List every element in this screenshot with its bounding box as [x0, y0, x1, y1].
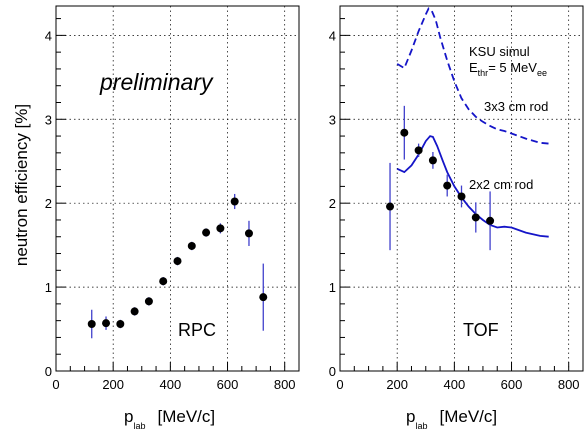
rpc-y-tick-label: 0: [45, 364, 52, 379]
tof-marker: [486, 216, 495, 225]
tof-data-point: [471, 202, 480, 233]
tof-x-tick-label: 800: [558, 377, 580, 392]
threshold-sub2: ee: [537, 68, 547, 78]
rpc-data-point: [116, 319, 125, 329]
tof-marker: [386, 202, 395, 211]
rpc-panel: 0 200 400 600 800 0 1 2 3 4 preliminary RPC plab […: [45, 5, 300, 431]
tof-panel-label: TOF: [463, 320, 499, 340]
rpc-x-tick-label: 600: [217, 377, 239, 392]
rpc-marker: [259, 293, 268, 302]
tof-data-point: [428, 152, 437, 169]
rpc-y-tick-label: 2: [45, 196, 52, 211]
tof-xlabel-sub: lab: [415, 421, 427, 431]
rpc-ticks: [55, 18, 300, 372]
tof-marker: [457, 192, 466, 201]
threshold-main: E: [469, 60, 478, 75]
rpc-data-point: [202, 228, 211, 237]
tof-x-tick-label: 400: [444, 377, 466, 392]
rpc-marker: [216, 224, 225, 233]
tof-x-tick-label: 0: [336, 377, 343, 392]
rpc-x-tick-label: 400: [160, 377, 182, 392]
tof-data-point: [400, 105, 409, 160]
tof-data-points: [386, 105, 495, 251]
sim-curve-3x3: [396, 7, 549, 145]
rod-3x3-label: 3x3 cm rod: [484, 99, 548, 114]
tof-x-axis-title: plab [MeV/c]: [406, 407, 497, 431]
tof-y-tick-label: 3: [329, 112, 336, 127]
threshold-sub: thr: [478, 68, 489, 78]
rpc-data-point: [230, 193, 239, 210]
tof-y-tick-label: 0: [329, 364, 336, 379]
rpc-marker: [87, 320, 96, 329]
rpc-x-tick-label: 800: [274, 377, 296, 392]
rpc-x-tick-label: 200: [102, 377, 124, 392]
tof-y-tick-label: 4: [329, 28, 336, 43]
rpc-marker: [187, 241, 196, 250]
tof-simulation-curves: [396, 7, 549, 238]
rpc-marker: [173, 257, 182, 266]
rpc-y-tick-label: 4: [45, 28, 52, 43]
rpc-xlabel-main: p: [124, 407, 133, 426]
rod-2x2-label: 2x2 cm rod: [469, 177, 533, 192]
rpc-data-point: [159, 277, 168, 286]
sim-curve-2x2: [396, 135, 549, 238]
rpc-data-points: [87, 193, 268, 339]
rpc-marker: [130, 307, 139, 316]
rpc-data-point: [130, 307, 139, 316]
tof-data-point: [443, 174, 452, 197]
tof-frame: [339, 5, 584, 372]
rpc-x-axis-title: plab [MeV/c]: [124, 407, 215, 431]
rpc-data-point: [102, 316, 111, 330]
rpc-marker: [144, 297, 153, 306]
rpc-x-tick-label: 0: [52, 377, 59, 392]
tof-data-point: [414, 143, 423, 158]
tof-marker: [428, 156, 437, 165]
tof-data-point: [457, 185, 466, 208]
rpc-marker: [230, 197, 239, 206]
tof-y-tick-label: 1: [329, 280, 336, 295]
rpc-y-tick-label: 1: [45, 280, 52, 295]
svg-text:plab[MeV/c]: plab [MeV/c]: [124, 407, 215, 431]
tof-ticks: [339, 18, 584, 372]
tof-marker: [471, 213, 480, 222]
tof-xlabel-main: p: [406, 407, 415, 426]
tof-data-point: [486, 191, 495, 251]
rpc-xlabel-unit: [MeV/c]: [157, 407, 215, 426]
rpc-frame: [55, 5, 300, 372]
rpc-data-point: [187, 241, 196, 251]
tof-x-tick-label: 600: [501, 377, 523, 392]
rpc-marker: [102, 319, 111, 328]
tof-marker: [443, 181, 452, 190]
ksu-simul-label: KSU simul: [469, 44, 530, 59]
rpc-marker: [244, 229, 253, 238]
rpc-data-point: [216, 223, 225, 234]
rpc-tick-labels: 0 200 400 600 800 0 1 2 3 4: [45, 28, 296, 392]
rpc-data-point: [87, 309, 96, 339]
tof-xlabel-unit: [MeV/c]: [439, 407, 497, 426]
rpc-xlabel-sub: lab: [133, 421, 145, 431]
tof-marker: [414, 146, 423, 155]
tof-panel: 0 200 400 600 800 0 1 2 3 4 KSU simul Ethr= 5 MeV…: [329, 5, 584, 431]
tof-data-point: [386, 162, 395, 251]
threshold-mid: = 5 MeV: [488, 60, 537, 75]
rpc-y-tick-label: 3: [45, 112, 52, 127]
rpc-marker: [116, 320, 125, 329]
rpc-marker: [202, 228, 211, 237]
tof-x-tick-label: 200: [386, 377, 408, 392]
tof-y-tick-label: 2: [329, 196, 336, 211]
tof-tick-labels: 0 200 400 600 800 0 1 2 3 4: [329, 28, 580, 392]
rpc-panel-label: RPC: [178, 320, 216, 340]
rpc-data-point: [244, 220, 253, 246]
rpc-data-point: [173, 256, 182, 266]
rpc-grid: [56, 6, 299, 371]
threshold-label: Ethr= 5 MeVee: [469, 60, 547, 78]
rpc-data-point: [259, 263, 268, 331]
rpc-marker: [159, 277, 168, 286]
rpc-data-point: [144, 297, 153, 306]
y-axis-title: neutron efficiency [%]: [12, 104, 31, 266]
preliminary-annotation: preliminary: [99, 69, 214, 95]
tof-marker: [400, 128, 409, 137]
svg-text:plab[MeV/c]: plab [MeV/c]: [406, 407, 497, 431]
